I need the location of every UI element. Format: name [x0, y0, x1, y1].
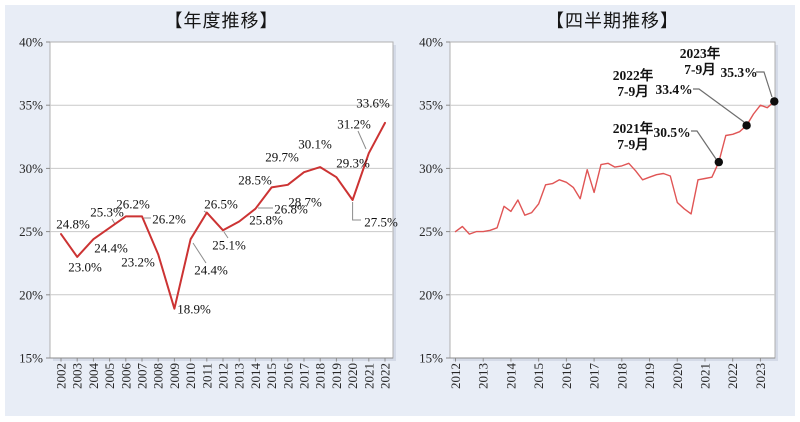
data-label: 30.1%	[298, 137, 332, 152]
y-axis-label: 40%	[419, 35, 443, 50]
y-axis-label: 35%	[419, 98, 443, 113]
y-axis-label: 40%	[19, 35, 43, 50]
y-axis-label: 30%	[419, 161, 443, 176]
annotation-period-label: 7-9月	[617, 137, 649, 152]
x-axis-label: 2021	[697, 363, 712, 389]
data-label: 23.0%	[68, 260, 102, 275]
annotation-period-label: 7-9月	[684, 62, 716, 77]
x-axis-label: 2020	[670, 363, 685, 389]
quarterly-trend-chart: 40% 35% 30% 25% 20% 15% 2012 2013 2014 2015 2016 20…	[419, 35, 779, 390]
annotation-dot	[770, 97, 779, 106]
data-label: 26.5%	[204, 197, 238, 212]
x-axis-label: 2002	[54, 363, 69, 389]
data-label: 23.2%	[121, 255, 155, 270]
annotation-leader-line	[691, 130, 717, 160]
x-axis-label: 2023	[753, 363, 768, 389]
x-axis-label: 2004	[86, 363, 101, 390]
x-axis-label: 2016	[559, 363, 574, 390]
x-axis-label: 2018	[313, 363, 328, 389]
x-axis-label: 2007	[135, 363, 150, 390]
quarterly-chart-title: 【四半期推移】	[546, 11, 679, 31]
annotation-leader-line	[693, 88, 745, 123]
y-axis-label: 25%	[419, 224, 443, 239]
x-axis-label: 2010	[183, 363, 198, 389]
x-axis-label: 2006	[118, 363, 133, 390]
x-axis-label: 2013	[476, 363, 491, 389]
leader-line	[352, 202, 361, 221]
x-axis-label: 2008	[151, 363, 166, 389]
y-axis-label: 30%	[19, 161, 43, 176]
annual-trend-chart: 40%35%30%25%20%15%2002 2003 2004 2005 2006 20…	[19, 35, 398, 390]
y-axis-label: 35%	[19, 98, 43, 113]
quarterly-chart-panel: 【四半期推移】 40% 35% 30% 25% 20% 15% 2012 2013 2014 20…	[400, 0, 800, 422]
data-label: 27.5%	[364, 215, 398, 230]
annotation-year-label: 2023年	[680, 45, 721, 61]
x-axis-label: 2015	[264, 363, 279, 389]
annotation-value-label: 33.4%	[655, 82, 692, 97]
data-label: 33.6%	[356, 96, 390, 111]
data-label: 29.7%	[265, 150, 299, 165]
annual-chart-panel: 【年度推移】 40% 35% 30% 25% 20% 15% 2002 2003 2004 200…	[19, 11, 398, 390]
x-axis-label: 2017	[587, 363, 602, 390]
x-axis-label: 2003	[70, 363, 85, 389]
data-label: 25.1%	[212, 238, 246, 253]
x-axis-label: 2019	[329, 363, 344, 389]
x-axis-label: 2022	[725, 363, 740, 389]
leader-line	[357, 130, 367, 150]
x-axis-label: 2020	[345, 363, 360, 389]
annotation-dot	[742, 121, 751, 130]
x-axis-label: 2019	[642, 363, 657, 389]
trend-line	[60, 121, 386, 310]
data-label: 18.9%	[177, 302, 211, 317]
data-label: 26.8%	[274, 202, 308, 217]
annotation-dot	[714, 157, 723, 167]
y-axis-label: 25%	[19, 224, 43, 239]
x-axis-label: 2022	[378, 363, 393, 389]
annotation-year-label: 2021年	[613, 120, 654, 136]
x-axis-label: 2017	[297, 363, 312, 390]
annotation-value-label: 35.3%	[720, 65, 757, 80]
data-label: 28.7%	[288, 195, 322, 210]
x-axis-label: 2005	[102, 363, 117, 389]
data-label: 26.2%	[116, 197, 150, 212]
y-axis-label: 20%	[19, 287, 43, 302]
x-axis-label: 2016	[280, 363, 295, 390]
x-axis-label: 2009	[167, 363, 182, 389]
x-axis-label: 2012	[216, 363, 231, 389]
data-label: 29.3%	[336, 156, 370, 171]
data-label: 25.8%	[249, 213, 283, 228]
annotation-year-label: 2022年	[613, 67, 654, 83]
data-label: 24.8%	[56, 217, 90, 232]
data-label: 28.5%	[238, 173, 272, 188]
y-axis-label: 20%	[419, 287, 443, 302]
x-axis-label: 2012	[448, 363, 463, 389]
data-label: 31.2%	[337, 117, 371, 132]
x-axis-label: 2018	[614, 363, 629, 389]
annotation-period-label: 7-9月	[617, 84, 649, 99]
x-axis-label: 2011	[199, 363, 214, 389]
annotation-value-label: 30.5%	[653, 125, 690, 140]
leader-line	[192, 242, 207, 264]
x-axis-label: 2015	[531, 363, 546, 389]
data-label: 25.3%	[90, 205, 124, 220]
x-axis-label: 2014	[503, 363, 518, 390]
data-label: 24.4%	[194, 263, 228, 278]
y-axis-label: 15%	[19, 351, 43, 366]
plot-area	[49, 41, 394, 359]
x-axis-label: 2021	[361, 363, 376, 389]
x-axis-label: 2014	[248, 363, 263, 390]
plot-area	[449, 41, 776, 359]
data-label: 26.2%	[152, 212, 186, 227]
leader-line	[223, 231, 229, 239]
x-axis-label: 2013	[232, 363, 247, 389]
annual-chart-title: 【年度推移】	[164, 11, 279, 31]
y-axis-label: 15%	[419, 351, 443, 366]
data-label: 24.4%	[94, 241, 128, 256]
annotation-leader-line	[756, 71, 773, 98]
trend-line	[454, 100, 775, 235]
